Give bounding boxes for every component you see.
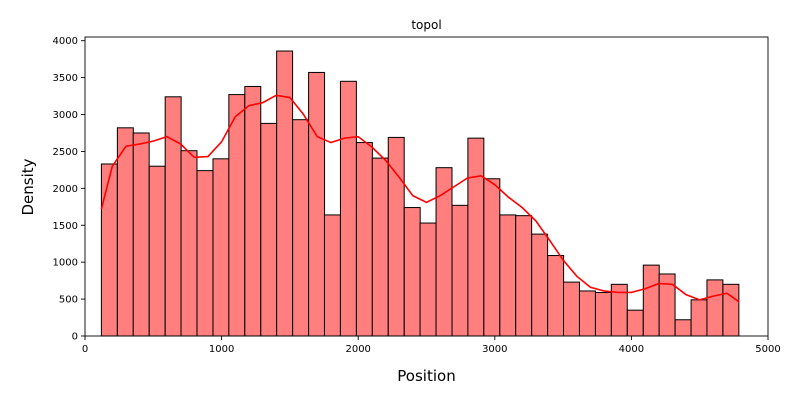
- histogram-bar-20: [419, 222, 437, 337]
- x-axis-label: Position: [397, 367, 455, 385]
- x-tick-label: 5000: [755, 344, 780, 355]
- histogram-bar-24: [483, 178, 501, 337]
- histogram-bar-34: [642, 264, 660, 337]
- histogram-bar-5: [180, 150, 198, 337]
- y-tick-label: 4000: [53, 36, 78, 47]
- histogram-bar-9: [244, 85, 262, 337]
- histogram-bar-29: [563, 281, 580, 337]
- y-tick-label: 500: [59, 295, 78, 306]
- histogram-bar-13: [308, 71, 326, 337]
- histogram-bar-10: [260, 122, 278, 337]
- histogram-bar-12: [292, 119, 310, 337]
- histogram-bar-2: [132, 132, 150, 337]
- x-tick-label: 3000: [482, 344, 507, 355]
- histogram-bar-3: [148, 165, 166, 337]
- y-tick-label: 2500: [53, 147, 78, 158]
- kde-line: [100, 94, 740, 303]
- x-tick-label: 4000: [619, 344, 644, 355]
- histogram-bar-39: [722, 283, 740, 337]
- histogram-bar-37: [690, 299, 708, 337]
- histogram-bar-15: [339, 80, 357, 337]
- x-tick-label: 0: [82, 344, 88, 355]
- y-tick-label: 3500: [53, 73, 78, 84]
- histogram-bar-28: [547, 255, 565, 337]
- x-tick-label: 1000: [209, 344, 234, 355]
- histogram-bar-16: [355, 142, 373, 337]
- histogram-bar-8: [228, 94, 246, 337]
- histogram-bar-30: [578, 290, 596, 337]
- plot-frame: [84, 36, 769, 337]
- histogram-bar-11: [276, 50, 294, 337]
- histogram-bar-7: [212, 158, 230, 337]
- y-axis-ticks: 0 500 1000 1500 2000 2500 3000 3500 4000: [53, 36, 85, 343]
- y-axis-label: Density: [19, 158, 37, 215]
- y-tick-label: 1000: [53, 258, 78, 269]
- chart-title: topol: [411, 18, 441, 32]
- histogram-bar-0: [100, 163, 118, 337]
- histogram-bar-23: [467, 137, 485, 337]
- histogram-bar-14: [323, 214, 341, 337]
- histogram-bar-19: [403, 207, 421, 337]
- y-tick-label: 0: [72, 332, 78, 343]
- histogram-bar-17: [371, 157, 389, 337]
- histogram-bar-38: [706, 279, 724, 337]
- histogram-bar-4: [164, 96, 182, 337]
- y-tick-label: 1500: [53, 221, 78, 232]
- histogram-bar-31: [594, 291, 612, 337]
- histogram-bar-36: [674, 319, 692, 337]
- histogram-bar-33: [626, 309, 644, 337]
- histogram-bar-6: [196, 170, 214, 337]
- histogram-bar-25: [499, 214, 517, 337]
- histogram-bar-26: [515, 215, 533, 337]
- histogram-bar-27: [531, 233, 549, 337]
- x-tick-label: 2000: [345, 344, 370, 355]
- histogram-bar-22: [451, 204, 469, 337]
- histogram-bars: [100, 50, 740, 337]
- y-tick-label: 2000: [53, 184, 78, 195]
- histogram-bar-1: [116, 127, 134, 337]
- x-axis-ticks: 0 1000 2000 3000 4000 5000: [82, 336, 781, 355]
- y-tick-label: 3000: [53, 110, 78, 121]
